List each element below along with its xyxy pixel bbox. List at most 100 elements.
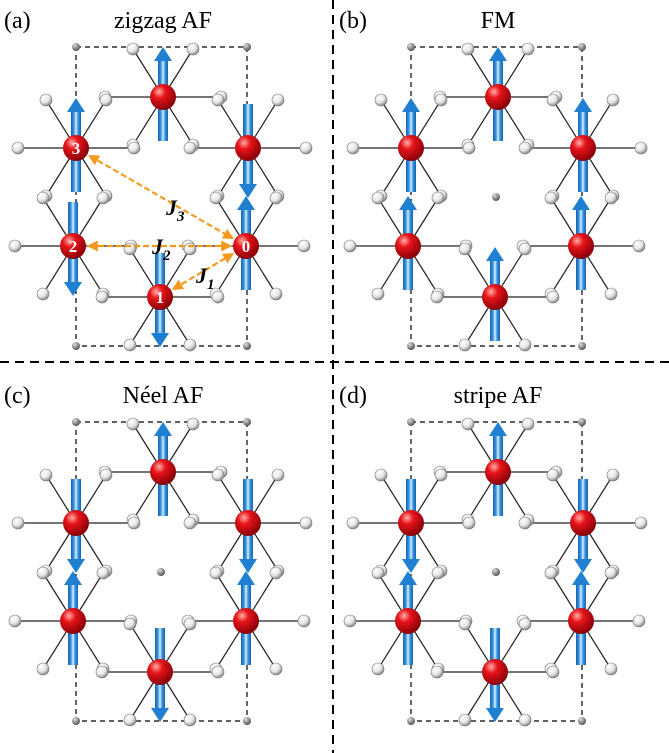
ligand-atom <box>184 714 196 726</box>
magnetic-atom <box>398 135 424 161</box>
ligand-atom <box>97 567 109 579</box>
ligand-atom <box>605 192 617 204</box>
ligand-atom <box>605 663 617 675</box>
ligand-atom <box>375 469 387 481</box>
ligand-atom <box>40 469 52 481</box>
panel-label: (a) <box>4 8 31 34</box>
magnetic-atom <box>570 135 596 161</box>
panel-label: (b) <box>339 8 367 34</box>
ligand-atom <box>9 240 21 252</box>
ligand-atom <box>12 517 24 529</box>
ligand-atom <box>37 567 49 579</box>
spin-head <box>489 422 507 436</box>
corner-atom <box>243 342 251 350</box>
ligand-atom <box>128 142 140 154</box>
ligand-atom <box>97 192 109 204</box>
spin-head <box>572 571 590 585</box>
spin-head <box>486 708 504 722</box>
atom-label: 2 <box>69 237 78 256</box>
corner-atom <box>407 43 415 51</box>
ligand-atom <box>298 240 310 252</box>
ligand-atom <box>545 567 557 579</box>
ligand-atom <box>270 567 282 579</box>
corner-atom <box>407 717 415 725</box>
corner-atom <box>72 717 80 725</box>
ligand-atom <box>459 714 471 726</box>
panel-label: (c) <box>4 383 31 409</box>
magnetic-atom <box>398 510 424 536</box>
ligand-atom <box>459 243 471 255</box>
ligand-atom <box>545 192 557 204</box>
ligand-atom <box>184 243 196 255</box>
spin-head <box>154 47 172 61</box>
panel-title: FM <box>481 8 516 34</box>
center-atom <box>492 568 500 576</box>
ligand-atom <box>272 94 284 106</box>
magnetic-atom <box>485 84 511 110</box>
center-atom <box>492 193 500 201</box>
ligand-atom <box>605 288 617 300</box>
magnetic-atom <box>395 608 421 634</box>
spin-head <box>574 98 592 112</box>
ligand-atom <box>462 418 474 430</box>
spin-head <box>64 282 82 296</box>
ligand-atom <box>270 192 282 204</box>
ligand-atom <box>298 615 310 627</box>
coupling-label: J3 <box>165 195 185 225</box>
magnetic-atom <box>63 510 89 536</box>
ligand-atom <box>463 517 475 529</box>
spin-head <box>151 333 169 347</box>
magnetic-atom <box>235 510 261 536</box>
ligand-atom <box>184 142 196 154</box>
magnetic-atom <box>568 608 594 634</box>
spin-head <box>67 98 85 112</box>
panel-title: stripe AF <box>454 383 543 409</box>
ligand-atom <box>347 142 359 154</box>
magnetic-atom <box>568 233 594 259</box>
corner-atom <box>578 342 586 350</box>
ligand-atom <box>12 142 24 154</box>
ligand-atom <box>519 517 531 529</box>
spin-head <box>64 571 82 585</box>
ligand-atom <box>37 288 49 300</box>
ligand-atom <box>347 517 359 529</box>
corner-atom <box>578 717 586 725</box>
panel-title: zigzag AF <box>114 8 212 34</box>
ligand-atom <box>124 243 136 255</box>
spin-head <box>572 196 590 210</box>
magnetic-atom <box>485 459 511 485</box>
spin-head <box>486 247 504 261</box>
spin-head <box>239 184 257 198</box>
magnetic-atom <box>570 510 596 536</box>
coupling-index: 2 <box>162 248 171 264</box>
corner-atom <box>407 342 415 350</box>
corner-atom <box>72 43 80 51</box>
ligand-atom <box>124 339 136 351</box>
corner-atom <box>578 418 586 426</box>
ligand-atom <box>184 339 196 351</box>
ligand-atom <box>432 192 444 204</box>
ligand-atom <box>100 94 112 106</box>
spin-head <box>237 571 255 585</box>
magnetic-atom <box>233 608 259 634</box>
ligand-atom <box>372 567 384 579</box>
magnetic-atom <box>150 459 176 485</box>
panel: (b) FM <box>339 8 647 351</box>
ligand-atom <box>607 469 619 481</box>
ligand-atom <box>270 663 282 675</box>
ligand-atom <box>300 517 312 529</box>
ligand-atom <box>372 192 384 204</box>
spin-head <box>574 559 592 573</box>
ligand-atom <box>212 94 224 106</box>
ligand-atom <box>96 666 108 678</box>
corner-atom <box>578 43 586 51</box>
magnetic-atom <box>235 135 261 161</box>
ligand-atom <box>435 94 447 106</box>
spin-head <box>402 98 420 112</box>
panel-title: Néel AF <box>123 383 204 409</box>
ligand-atom <box>270 288 282 300</box>
magnetic-atom <box>150 84 176 110</box>
ligand-atom <box>432 567 444 579</box>
ligand-atom <box>519 618 531 630</box>
